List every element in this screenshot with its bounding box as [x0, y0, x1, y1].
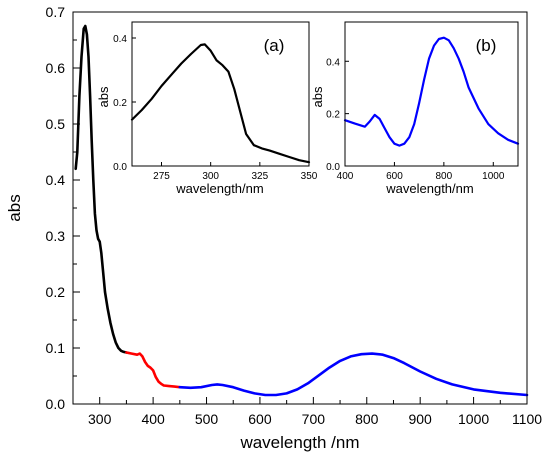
- inset_b-y-tick-label: 0.0: [326, 162, 340, 173]
- main-x-tick-label: 1000: [458, 411, 489, 427]
- inset_b-x-tick-label: 800: [436, 171, 453, 182]
- inset_b-y-tick-label: 0.4: [326, 57, 340, 68]
- main-series-line-1: [125, 351, 182, 389]
- inset_a-x-tick-label: 350: [301, 171, 318, 182]
- inset_a-y-axis-label: abs: [96, 86, 111, 107]
- inset-b-chart: 400 600 800 1000 0.0 0.2 0.4 wavelength/nm abs (b…: [310, 21, 520, 196]
- inset_a-plot-area: [132, 22, 309, 166]
- inset_b-y-tick-label: 0.2: [326, 110, 340, 121]
- inset_b-panel-label: (b): [476, 36, 497, 55]
- inset_b-x-tick-label: 400: [337, 171, 354, 182]
- main-x-tick-label: 300: [88, 411, 112, 427]
- inset_b-plot-area: [345, 22, 518, 166]
- inset_b-frame: [344, 21, 519, 167]
- inset_a-x-axis-label: wavelength/nm: [175, 181, 263, 196]
- inset_a-x-tick-label: 300: [202, 171, 219, 182]
- main-y-tick-label: 0.1: [46, 340, 66, 356]
- main-x-tick-label: 400: [141, 411, 165, 427]
- main-y-tick-label: 0.3: [46, 228, 66, 244]
- inset_b-x-tick-label: 600: [386, 171, 403, 182]
- main-x-tick-label: 900: [408, 411, 432, 427]
- inset_b-x-axis-label: wavelength/nm: [385, 181, 473, 196]
- main-series-line-2: [178, 352, 529, 397]
- inset_b-series-line-0: [343, 36, 520, 147]
- inset_a-x-tick-label: 325: [251, 171, 268, 182]
- main-y-tick-label: 0.0: [46, 396, 66, 412]
- inset-a-chart: 275 300 325 350 0.0 0.2 0.4 wavelength/nm abs (a): [96, 21, 318, 196]
- main-y-axis-label: abs: [5, 194, 24, 221]
- main-y-tick-label: 0.7: [46, 4, 66, 20]
- main-x-tick-label: 1100: [512, 411, 542, 427]
- inset_a-x-tick-label: 275: [153, 171, 170, 182]
- main-x-tick-label: 800: [355, 411, 379, 427]
- main-x-tick-label: 500: [195, 411, 219, 427]
- inset_a-y-tick-label: 0.0: [113, 162, 127, 173]
- inset_a-y-tick-label: 0.4: [113, 34, 127, 45]
- main-x-axis-label: wavelength /nm: [239, 433, 359, 452]
- inset_a-y-tick-label: 0.2: [113, 98, 127, 109]
- main-y-tick-label: 0.2: [46, 284, 66, 300]
- inset_b-y-axis-label: abs: [310, 86, 325, 107]
- inset_a-series-line-0: [130, 43, 311, 164]
- inset_a-panel-label: (a): [264, 36, 285, 55]
- main-x-tick-label: 600: [248, 411, 272, 427]
- main-y-tick-label: 0.5: [46, 116, 66, 132]
- main-series-line-0: [74, 24, 128, 354]
- inset_b-x-tick-label: 1000: [482, 171, 505, 182]
- main-y-tick-label: 0.6: [46, 60, 66, 76]
- inset_a-frame: [131, 21, 310, 167]
- main-y-tick-label: 0.4: [46, 172, 66, 188]
- main-x-tick-label: 700: [302, 411, 326, 427]
